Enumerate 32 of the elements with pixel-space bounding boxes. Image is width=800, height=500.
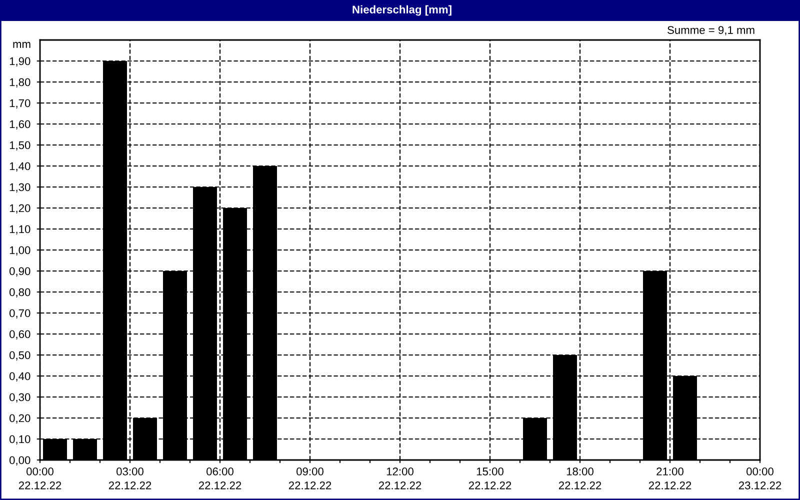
- y-tick-label: 0,60: [10, 330, 30, 340]
- y-axis-title: mm: [13, 42, 30, 48]
- x-tick-label: 18:00 22.12.22: [558, 468, 602, 490]
- x-tick-label: 12:00 22.12.22: [378, 468, 422, 490]
- y-tick-label: 0,50: [10, 351, 30, 360]
- chart-title: Niederschlag [mm]: [352, 5, 452, 16]
- y-tick-label: 1,80: [10, 78, 30, 88]
- y-tick-label: 1,90: [10, 57, 30, 66]
- y-tick-label: 0,90: [10, 267, 30, 276]
- y-tick-label: 0,80: [10, 288, 30, 298]
- x-tick-label: 21:00 22.12.22: [648, 468, 692, 490]
- x-tick-label: 09:00 22.12.22: [288, 468, 332, 490]
- y-tick-label: 1,60: [10, 120, 30, 130]
- x-tick-label: 00:00 23.12.22: [738, 468, 782, 490]
- y-tick-label: 0,20: [10, 414, 30, 424]
- y-tick-label: 0,70: [10, 309, 30, 318]
- y-tick-label: 0,00: [10, 456, 30, 466]
- y-tick-label: 1,50: [10, 141, 30, 150]
- y-tick-label: 1,70: [10, 99, 30, 108]
- y-tick-label: 1,00: [10, 246, 30, 256]
- x-tick-label: 03:00 22.12.22: [108, 468, 152, 490]
- y-tick-label: 1,10: [10, 225, 30, 234]
- y-tick-label: 1,30: [10, 183, 30, 192]
- y-tick-label: 0,30: [10, 393, 30, 402]
- y-tick-label: 0,40: [10, 372, 30, 382]
- x-tick-label: 00:00 22.12.22: [18, 468, 62, 490]
- y-tick-label: 0,10: [10, 435, 30, 444]
- x-tick-label: 15:00 22.12.22: [468, 468, 512, 490]
- y-tick-label: 1,20: [10, 204, 30, 214]
- y-tick-label: 1,40: [10, 162, 30, 172]
- text: Summe = 9,1 mm: [668, 26, 754, 36]
- x-tick-label: 06:00 22.12.22: [198, 468, 242, 490]
